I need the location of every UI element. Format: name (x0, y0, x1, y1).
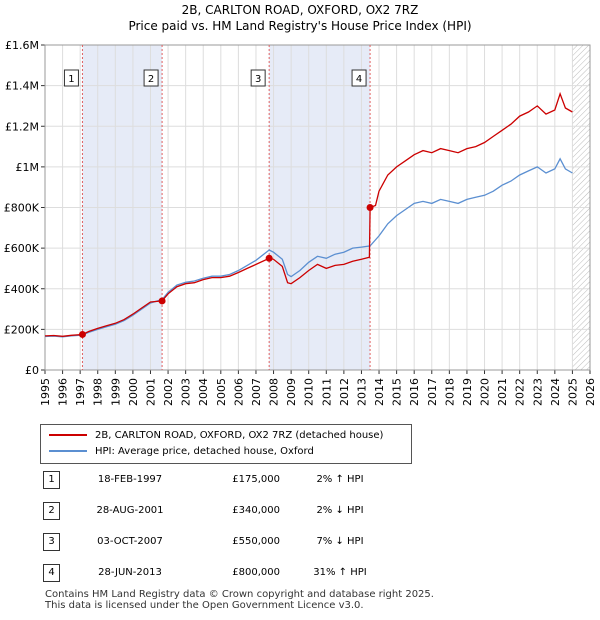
x-tick-label: 2003 (180, 378, 193, 406)
sale-point (158, 297, 166, 305)
x-tick-label: 2012 (338, 378, 351, 406)
x-tick-label: 2019 (461, 378, 474, 406)
sale-label: 1 (68, 74, 74, 85)
y-tick-label: £1.6M (5, 39, 39, 52)
x-tick-label: 2017 (426, 378, 439, 406)
y-tick-label: £0 (25, 364, 39, 377)
footer-attribution: Contains HM Land Registry data © Crown c… (45, 589, 434, 611)
sale-point (78, 330, 86, 338)
sale-date: 28-AUG-2001 (96, 505, 164, 516)
footer-line-licence: This data is licensed under the Open Gov… (45, 600, 364, 611)
sale-point (265, 254, 273, 262)
sale-row: 1 18-FEB-1997 £175,000 2% ↑ HPI (40, 470, 560, 490)
price-chart: 1995 1996 1997 1998 1999 2000 2001 2002 2003 2004… (4, 39, 597, 406)
y-tick-label: £1M (16, 161, 40, 174)
x-tick-label: 1999 (109, 378, 122, 406)
sale-date: 03-OCT-2007 (97, 536, 163, 547)
sale-number: 2 (43, 502, 60, 520)
chart-subtitle: Price paid vs. HM Land Registry's House … (128, 19, 472, 33)
sale-hpi: 2% ↓ HPI (316, 505, 364, 516)
sale-hpi: 2% ↑ HPI (316, 474, 364, 485)
y-tick-label: £200K (4, 323, 40, 336)
x-tick-label: 1995 (39, 378, 52, 406)
sale-price: £340,000 (232, 505, 280, 516)
x-tick-label: 2008 (268, 378, 281, 406)
legend-item-hpi: HPI: Average price, detached house, Oxfo… (49, 444, 314, 460)
sale-hpi: 31% ↑ HPI (313, 567, 367, 578)
x-tick-label: 2009 (285, 378, 298, 406)
sale-label-box (143, 69, 159, 87)
sale-row: 3 03-OCT-2007 £550,000 7% ↓ HPI (40, 532, 560, 552)
sale-label-box (250, 69, 266, 87)
legend-item-property: 2B, CARLTON ROAD, OXFORD, OX2 7RZ (detac… (49, 428, 383, 444)
x-tick-label: 2004 (197, 378, 210, 406)
x-tick-label: 2020 (479, 378, 492, 406)
sale-price: £550,000 (232, 536, 280, 547)
y-tick-label: £800K (4, 202, 40, 215)
sale-hpi: 7% ↓ HPI (316, 536, 364, 547)
chart-legend: 2B, CARLTON ROAD, OXFORD, OX2 7RZ (detac… (40, 424, 412, 464)
x-tick-label: 2001 (144, 378, 157, 406)
x-tick-label: 2022 (514, 378, 527, 406)
sale-date: 28-JUN-2013 (98, 567, 162, 578)
legend-label-property: 2B, CARLTON ROAD, OXFORD, OX2 7RZ (detac… (95, 430, 384, 441)
x-tick-label: 2021 (496, 378, 509, 406)
x-tick-label: 2023 (531, 378, 544, 406)
x-tick-label: 2016 (408, 378, 421, 406)
x-tick-label: 1997 (74, 378, 87, 406)
sale-price: £800,000 (232, 567, 280, 578)
x-tick-label: 2006 (232, 378, 245, 406)
chart-title: 2B, CARLTON ROAD, OXFORD, OX2 7RZ (181, 3, 419, 17)
y-tick-label: £1.4M (5, 80, 39, 93)
legend-swatch-property (49, 434, 87, 436)
legend-label-hpi: HPI: Average price, detached house, Oxfo… (95, 446, 314, 457)
x-tick-label: 2013 (355, 378, 368, 406)
x-tick-label: 2025 (566, 378, 579, 406)
x-tick-label: 2005 (215, 378, 228, 406)
sale-row: 2 28-AUG-2001 £340,000 2% ↓ HPI (40, 501, 560, 521)
sale-price: £175,000 (232, 474, 280, 485)
x-tick-label: 2002 (162, 378, 175, 406)
sale-label-box (351, 69, 367, 87)
legend-swatch-hpi (49, 450, 87, 452)
sale-number: 4 (43, 564, 60, 582)
x-tick-label: 2015 (391, 378, 404, 406)
sale-point (366, 204, 374, 211)
x-tick-label: 1998 (92, 378, 105, 406)
sale-number: 3 (43, 533, 60, 551)
hpi-line (44, 157, 573, 338)
sale-row: 4 28-JUN-2013 £800,000 31% ↑ HPI (40, 563, 560, 583)
sale-date: 18-FEB-1997 (97, 474, 163, 485)
footer-line-copyright: Contains HM Land Registry data © Crown c… (45, 589, 434, 600)
x-tick-label: 2018 (443, 378, 456, 406)
sale-label: 3 (255, 74, 261, 85)
sale-label-box (63, 69, 79, 87)
y-tick-label: £400K (4, 283, 40, 296)
x-tick-label: 2011 (320, 378, 333, 406)
x-tick-label: 2024 (549, 378, 562, 406)
y-tick-label: £600K (4, 242, 40, 255)
x-tick-label: 1996 (57, 378, 70, 406)
x-tick-label: 2000 (127, 378, 140, 406)
x-tick-label: 2007 (250, 378, 263, 406)
plot-frame (44, 44, 591, 371)
y-tick-label: £1.2M (5, 120, 39, 133)
property-price-line (44, 91, 573, 337)
sale-number: 1 (43, 471, 60, 489)
x-tick-label: 2010 (303, 378, 316, 406)
sale-label: 2 (148, 74, 154, 85)
x-tick-label: 2014 (373, 378, 386, 406)
sale-label: 4 (356, 74, 362, 85)
x-tick-label: 2026 (584, 378, 597, 406)
